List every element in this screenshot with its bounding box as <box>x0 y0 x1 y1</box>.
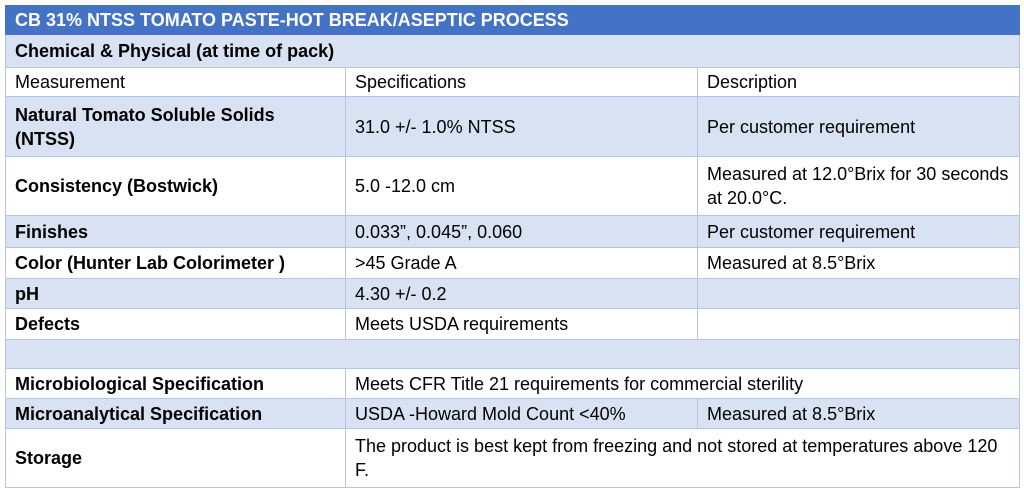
title: CB 31% NTSS TOMATO PASTE-HOT BREAK/ASEPT… <box>4 5 1021 35</box>
cell: Color (Hunter Lab Colorimeter ) <box>5 247 346 279</box>
cell: Measured at 8.5°Brix <box>696 398 1021 429</box>
cell: Storage <box>5 428 346 488</box>
cell: Microbiological Specification <box>5 368 346 399</box>
cell: Meets CFR Title 21 requirements for comm… <box>344 368 1021 399</box>
cell: 4.30 +/- 0.2 <box>345 278 698 309</box>
row: pH 4.30 +/- 0.2 <box>5 278 1021 309</box>
row: Storage The product is best kept from fr… <box>5 428 1021 488</box>
cell: Microanalytical Specification <box>5 398 346 429</box>
section: Chemical & Physical (at time of pack) <box>4 34 1021 68</box>
cell: Measured at 8.5°Brix <box>696 247 1021 279</box>
cell: Defects <box>5 308 346 340</box>
cell: 0.033”, 0.045”, 0.060 <box>345 215 698 248</box>
cell: Consistency (Bostwick) <box>5 156 346 216</box>
cell: USDA -Howard Mold Count <40% <box>345 398 698 429</box>
row: Natural Tomato Soluble Solids (NTSS) 31.… <box>5 96 1021 157</box>
cell <box>696 308 1021 340</box>
cell: Per customer requirement <box>696 96 1021 157</box>
header-row: Measurement Specifications Description <box>5 67 1021 97</box>
spacer-row <box>4 339 1021 369</box>
header-cell: Description <box>696 67 1021 97</box>
cell: Finishes <box>5 215 346 248</box>
cell: >45 Grade A <box>345 247 698 279</box>
cell: pH <box>5 278 346 309</box>
row: Color (Hunter Lab Colorimeter ) >45 Grad… <box>5 247 1021 279</box>
cell: Natural Tomato Soluble Solids (NTSS) <box>5 96 346 157</box>
cell: The product is best kept from freezing a… <box>344 428 1021 488</box>
section-row: Chemical & Physical (at time of pack) <box>4 34 1021 68</box>
row: Finishes 0.033”, 0.045”, 0.060 Per custo… <box>5 215 1021 248</box>
title-row: CB 31% NTSS TOMATO PASTE-HOT BREAK/ASEPT… <box>4 5 1021 35</box>
cell: Measured at 12.0°Brix for 30 seconds at … <box>696 156 1021 216</box>
header-cell: Measurement <box>5 67 346 97</box>
cell: 5.0 -12.0 cm <box>345 156 698 216</box>
row: Microanalytical Specification USDA -Howa… <box>5 398 1021 429</box>
row: Defects Meets USDA requirements <box>5 308 1021 340</box>
row: Microbiological Specification Meets CFR … <box>5 368 1021 399</box>
cell <box>4 339 1021 369</box>
spec-table: CB 31% NTSS TOMATO PASTE-HOT BREAK/ASEPT… <box>4 5 1021 488</box>
cell: 31.0 +/- 1.0% NTSS <box>345 96 698 157</box>
row: Consistency (Bostwick) 5.0 -12.0 cm Meas… <box>5 156 1021 216</box>
cell: Per customer requirement <box>696 215 1021 248</box>
cell <box>696 278 1021 309</box>
header-cell: Specifications <box>345 67 698 97</box>
cell: Meets USDA requirements <box>345 308 698 340</box>
